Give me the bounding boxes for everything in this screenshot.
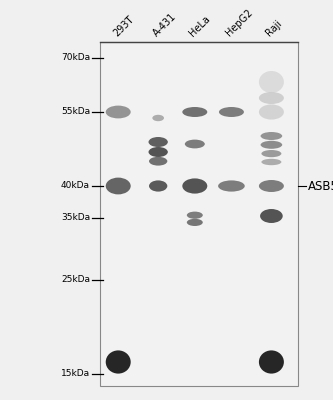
Ellipse shape bbox=[187, 219, 203, 226]
Text: ASB5: ASB5 bbox=[308, 180, 333, 192]
Ellipse shape bbox=[187, 212, 203, 219]
Text: 55kDa: 55kDa bbox=[61, 108, 90, 116]
Ellipse shape bbox=[149, 147, 168, 157]
Text: 15kDa: 15kDa bbox=[61, 370, 90, 378]
Text: 35kDa: 35kDa bbox=[61, 214, 90, 222]
Text: Raji: Raji bbox=[264, 18, 284, 38]
Text: A-431: A-431 bbox=[151, 11, 178, 38]
Ellipse shape bbox=[261, 150, 281, 157]
Ellipse shape bbox=[106, 178, 131, 194]
Text: HepG2: HepG2 bbox=[224, 7, 255, 38]
Ellipse shape bbox=[259, 350, 284, 374]
Text: 293T: 293T bbox=[111, 14, 136, 38]
Ellipse shape bbox=[185, 140, 205, 148]
Text: HeLa: HeLa bbox=[188, 13, 212, 38]
Ellipse shape bbox=[182, 107, 207, 117]
Ellipse shape bbox=[261, 159, 281, 165]
Ellipse shape bbox=[260, 141, 282, 149]
Ellipse shape bbox=[152, 115, 164, 121]
Text: 70kDa: 70kDa bbox=[61, 54, 90, 62]
Ellipse shape bbox=[106, 350, 131, 374]
Ellipse shape bbox=[182, 178, 207, 194]
Ellipse shape bbox=[219, 107, 244, 117]
Ellipse shape bbox=[106, 106, 131, 118]
Ellipse shape bbox=[149, 180, 167, 192]
Ellipse shape bbox=[259, 180, 284, 192]
Ellipse shape bbox=[149, 157, 167, 166]
Ellipse shape bbox=[259, 92, 284, 104]
Ellipse shape bbox=[259, 104, 284, 120]
Text: 40kDa: 40kDa bbox=[61, 182, 90, 190]
Text: 25kDa: 25kDa bbox=[61, 276, 90, 284]
Ellipse shape bbox=[260, 132, 282, 140]
Ellipse shape bbox=[149, 137, 168, 147]
FancyBboxPatch shape bbox=[100, 42, 298, 386]
Ellipse shape bbox=[259, 71, 284, 93]
Ellipse shape bbox=[218, 180, 245, 192]
Ellipse shape bbox=[260, 209, 283, 223]
